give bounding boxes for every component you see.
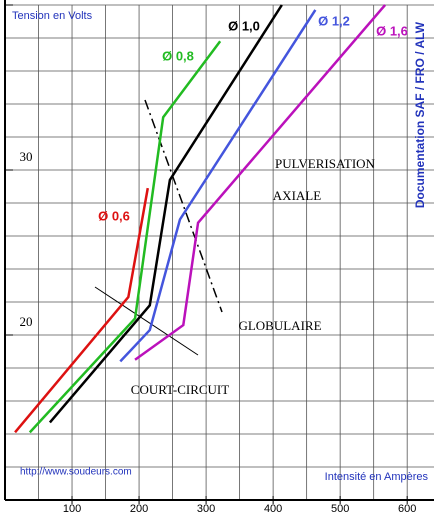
source: http://www.soudeurs.com: [20, 467, 132, 478]
boundary-line: [144, 99, 223, 313]
x-tick-label: 600: [398, 503, 416, 515]
series-label: Ø 1,0: [228, 18, 260, 33]
series-line: [134, 4, 387, 361]
x-tick-label: 300: [197, 503, 215, 515]
series-line: [14, 187, 150, 434]
annotation: AXIALE: [273, 188, 321, 203]
x-tick-label: 400: [264, 503, 282, 515]
grid: [5, 4, 434, 500]
annotation: PULVERISATION: [275, 156, 376, 171]
y-axis-label: Tension en Volts: [12, 10, 93, 22]
x-tick-label: 500: [331, 503, 349, 515]
series-line: [28, 40, 222, 434]
series-label: Ø 0,8: [162, 48, 194, 63]
side-note: Documentation SAF / FRO / ALW: [413, 21, 427, 208]
annotation: GLOBULAIRE: [238, 318, 321, 333]
x-axis-label: Intensité en Ampères: [325, 471, 429, 483]
x-tick-label: 200: [130, 503, 148, 515]
series-line: [119, 9, 317, 363]
x-tick-label: 100: [63, 503, 81, 515]
y-tick-label: 30: [20, 149, 33, 164]
series-line: [48, 4, 283, 424]
series-label: Ø 1,6: [376, 23, 408, 38]
y-tick-label: 20: [20, 314, 33, 329]
annotation: COURT-CIRCUIT: [131, 382, 229, 397]
series-label: Ø 0,6: [98, 208, 130, 223]
boundary-line: [94, 286, 199, 356]
series-label: Ø 1,2: [318, 13, 350, 28]
